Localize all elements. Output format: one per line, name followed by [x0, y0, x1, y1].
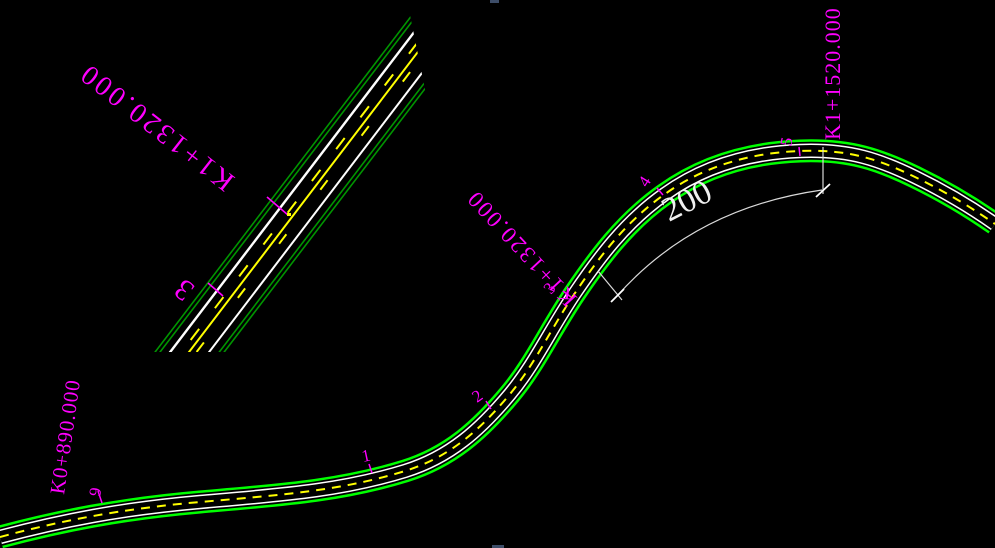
- detail-edge-green-outer-right: [192, 33, 468, 352]
- detail-edge-green-inner-left: [152, 2, 427, 352]
- marker-tick-3: [562, 290, 572, 298]
- detail-curve-point-tick: [207, 282, 224, 297]
- curve-marker-9[interactable]: 9: [85, 486, 105, 498]
- marker-tick-9: [97, 490, 103, 504]
- detail-station-point-dot: [287, 213, 291, 216]
- detail-station-tick: [266, 196, 289, 216]
- detail-road-view[interactable]: [149, 0, 468, 392]
- dimension-oblique-tick-right: [815, 183, 831, 198]
- marker-tick-4: [656, 187, 664, 196]
- marker-tick-2: [485, 400, 492, 410]
- curve-marker-5[interactable]: 5: [776, 136, 796, 148]
- station-label-k1-1520[interactable]: K1+1520.000: [820, 7, 845, 140]
- scrollbar-fragment-top[interactable]: [490, 0, 499, 3]
- curve-marker-1[interactable]: 1: [360, 446, 372, 466]
- dimension-oblique-tick-left: [610, 288, 625, 303]
- detail-edge-green-outer-left: [149, 0, 424, 352]
- detail-center-solid-yellow: [170, 16, 445, 352]
- marker-tick-5: [798, 146, 801, 157]
- dimension-arc: [616, 189, 823, 297]
- detail-lane-line-white-left: [158, 7, 434, 352]
- detail-lane-line-white-right: [183, 26, 458, 352]
- marker-tick-1: [368, 463, 373, 474]
- scrollbar-fragment-bottom[interactable]: [492, 545, 504, 548]
- detail-edge-green-inner-right: [189, 31, 464, 352]
- detail-lane-dashed-yellow-right: [175, 20, 450, 352]
